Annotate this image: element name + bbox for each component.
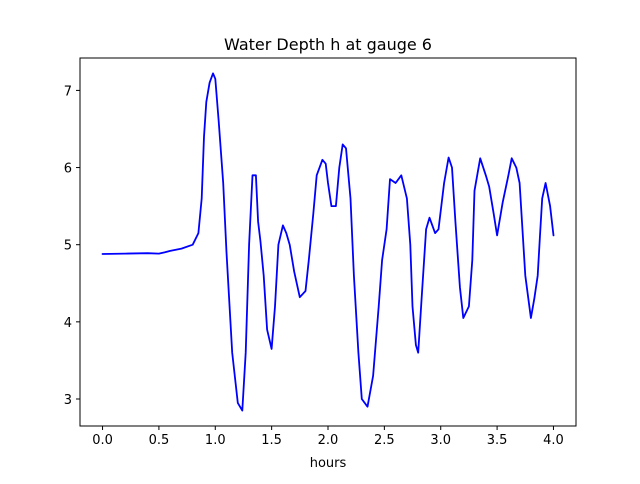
y-tick-label: 7 [64,84,72,99]
x-tick-label: 0.0 [92,433,113,448]
x-tick-label: 0.5 [149,433,170,448]
x-tick-label: 1.0 [205,433,226,448]
series-line-1 [101,72,555,412]
y-tick-label: 6 [64,162,72,177]
plot-area: 0.0 0.5 1.0 1.5 2.0 2.5 3.0 3.5 4.0 3 4 5 6 7 [64,57,577,448]
x-tick-label: 2.5 [374,433,395,448]
plot-frame [79,57,577,427]
y-tick-label: 5 [64,239,72,254]
chart-title: Water Depth h at gauge 6 [224,35,432,54]
x-tick-label: 4.0 [543,433,564,448]
x-axis-label: hours [310,456,347,471]
x-tick-label: 2.0 [318,433,339,448]
x-tick-label: 1.5 [261,433,282,448]
y-tick-label: 4 [64,316,72,331]
x-tick-label: 3.0 [430,433,451,448]
x-tick-label: 3.5 [487,433,508,448]
y-tick-label: 3 [64,393,72,408]
